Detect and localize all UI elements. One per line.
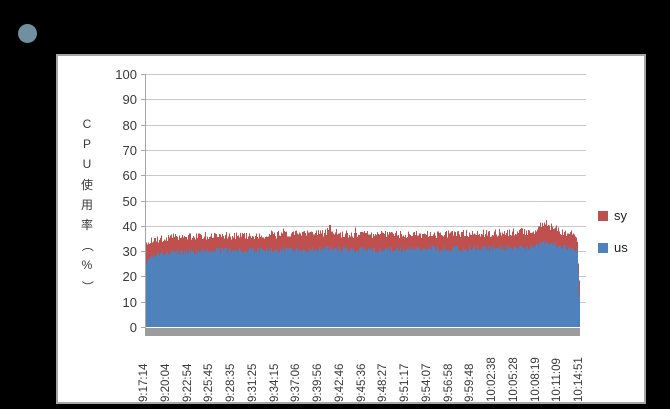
y-tick-label: 80 (122, 117, 137, 133)
x-tick-label: 9:28:35 (225, 363, 237, 402)
x-tick-label: 9:42:46 (333, 363, 346, 402)
x-tick-label: 9:22:54 (181, 363, 194, 402)
x-tick-label: 10:08:19 (529, 357, 542, 402)
legend-item-sy: sy (598, 208, 628, 223)
y-axis-title-char: 用 (80, 197, 93, 212)
x-tick-label: 9:31:25 (246, 363, 259, 402)
x-axis-band (145, 328, 580, 336)
x-tick-label: 10:05:28 (507, 357, 520, 402)
y-axis-line (145, 74, 146, 328)
y-axis-title-char: C (82, 117, 92, 131)
legend-label-sy: sy (614, 208, 627, 223)
gridline (145, 74, 586, 75)
y-axis-title-char: ） (80, 280, 95, 293)
x-tick-label: 9:56:58 (442, 363, 455, 402)
y-tick-label: 70 (122, 142, 137, 158)
bullet-dot (18, 24, 37, 43)
x-tick-label: 10:14:51 (573, 357, 585, 402)
gridline (145, 225, 586, 227)
y-tick-mark (141, 149, 145, 151)
y-tick-label: 100 (115, 67, 137, 82)
legend-swatch-us (598, 242, 608, 253)
series-area-sy (146, 219, 580, 297)
gridline (145, 200, 586, 202)
y-axis-title: C P U 使用率 （% ） (78, 117, 96, 293)
cpu-usage-chart: C P U 使用率 （% ） 0 10 20 30 40 50 60 70 80 90 100 9:17:14… (56, 54, 646, 404)
x-tick-label: 9:25:45 (203, 363, 216, 402)
y-tick-label: 0 (129, 320, 137, 335)
y-tick-mark (141, 99, 145, 101)
gridline (145, 124, 586, 126)
legend-item-us: us (598, 240, 628, 255)
plot-area (145, 74, 580, 327)
y-tick-mark (141, 301, 145, 303)
x-tick-label: 9:34:15 (268, 363, 281, 402)
y-tick-label: 50 (122, 193, 137, 209)
y-axis-title-char: % (81, 258, 93, 273)
y-tick-label: 30 (122, 244, 137, 260)
y-tick-mark (141, 200, 145, 202)
y-tick-mark (141, 327, 145, 328)
y-axis-title-char: （ (80, 239, 95, 252)
x-tick-label: 10:11:09 (551, 358, 564, 402)
y-axis-title-char: 使 (80, 177, 93, 192)
y-tick-mark (141, 175, 145, 177)
gridline (145, 149, 586, 151)
legend: sy us (598, 208, 628, 255)
y-tick-mark (141, 124, 145, 126)
gridline (145, 99, 586, 101)
y-axis-title-char: P (82, 137, 91, 152)
x-tick-label: 9:54:07 (420, 363, 433, 402)
y-tick-label: 40 (122, 218, 137, 234)
y-tick-mark (141, 74, 145, 75)
series-area-us (146, 240, 580, 327)
y-axis-title-char: U (82, 157, 92, 172)
gridline (145, 175, 586, 177)
y-tick-label: 90 (122, 92, 137, 108)
y-tick-label: 60 (122, 168, 137, 184)
x-tick-label: 9:51:17 (399, 363, 411, 402)
y-axis-title-char: 率 (80, 217, 93, 232)
x-tick-label: 9:17:14 (138, 363, 150, 402)
y-tick-mark (141, 225, 145, 227)
x-tick-label: 10:02:38 (486, 357, 498, 402)
y-tick-mark (141, 276, 145, 278)
stacked-area-series (146, 219, 580, 327)
y-tick-label: 20 (122, 269, 137, 285)
x-tick-label: 9:20:04 (159, 363, 172, 402)
x-tick-label: 9:59:48 (464, 363, 477, 402)
legend-swatch-sy (598, 210, 608, 221)
y-tick-mark (141, 251, 145, 253)
x-tick-label: 9:45:36 (355, 363, 368, 402)
x-tick-label: 9:39:56 (312, 363, 324, 402)
x-tick-label: 9:37:06 (290, 363, 303, 402)
legend-label-us: us (614, 240, 628, 255)
x-tick-label: 9:48:27 (377, 363, 390, 402)
y-tick-label: 10 (122, 294, 137, 310)
